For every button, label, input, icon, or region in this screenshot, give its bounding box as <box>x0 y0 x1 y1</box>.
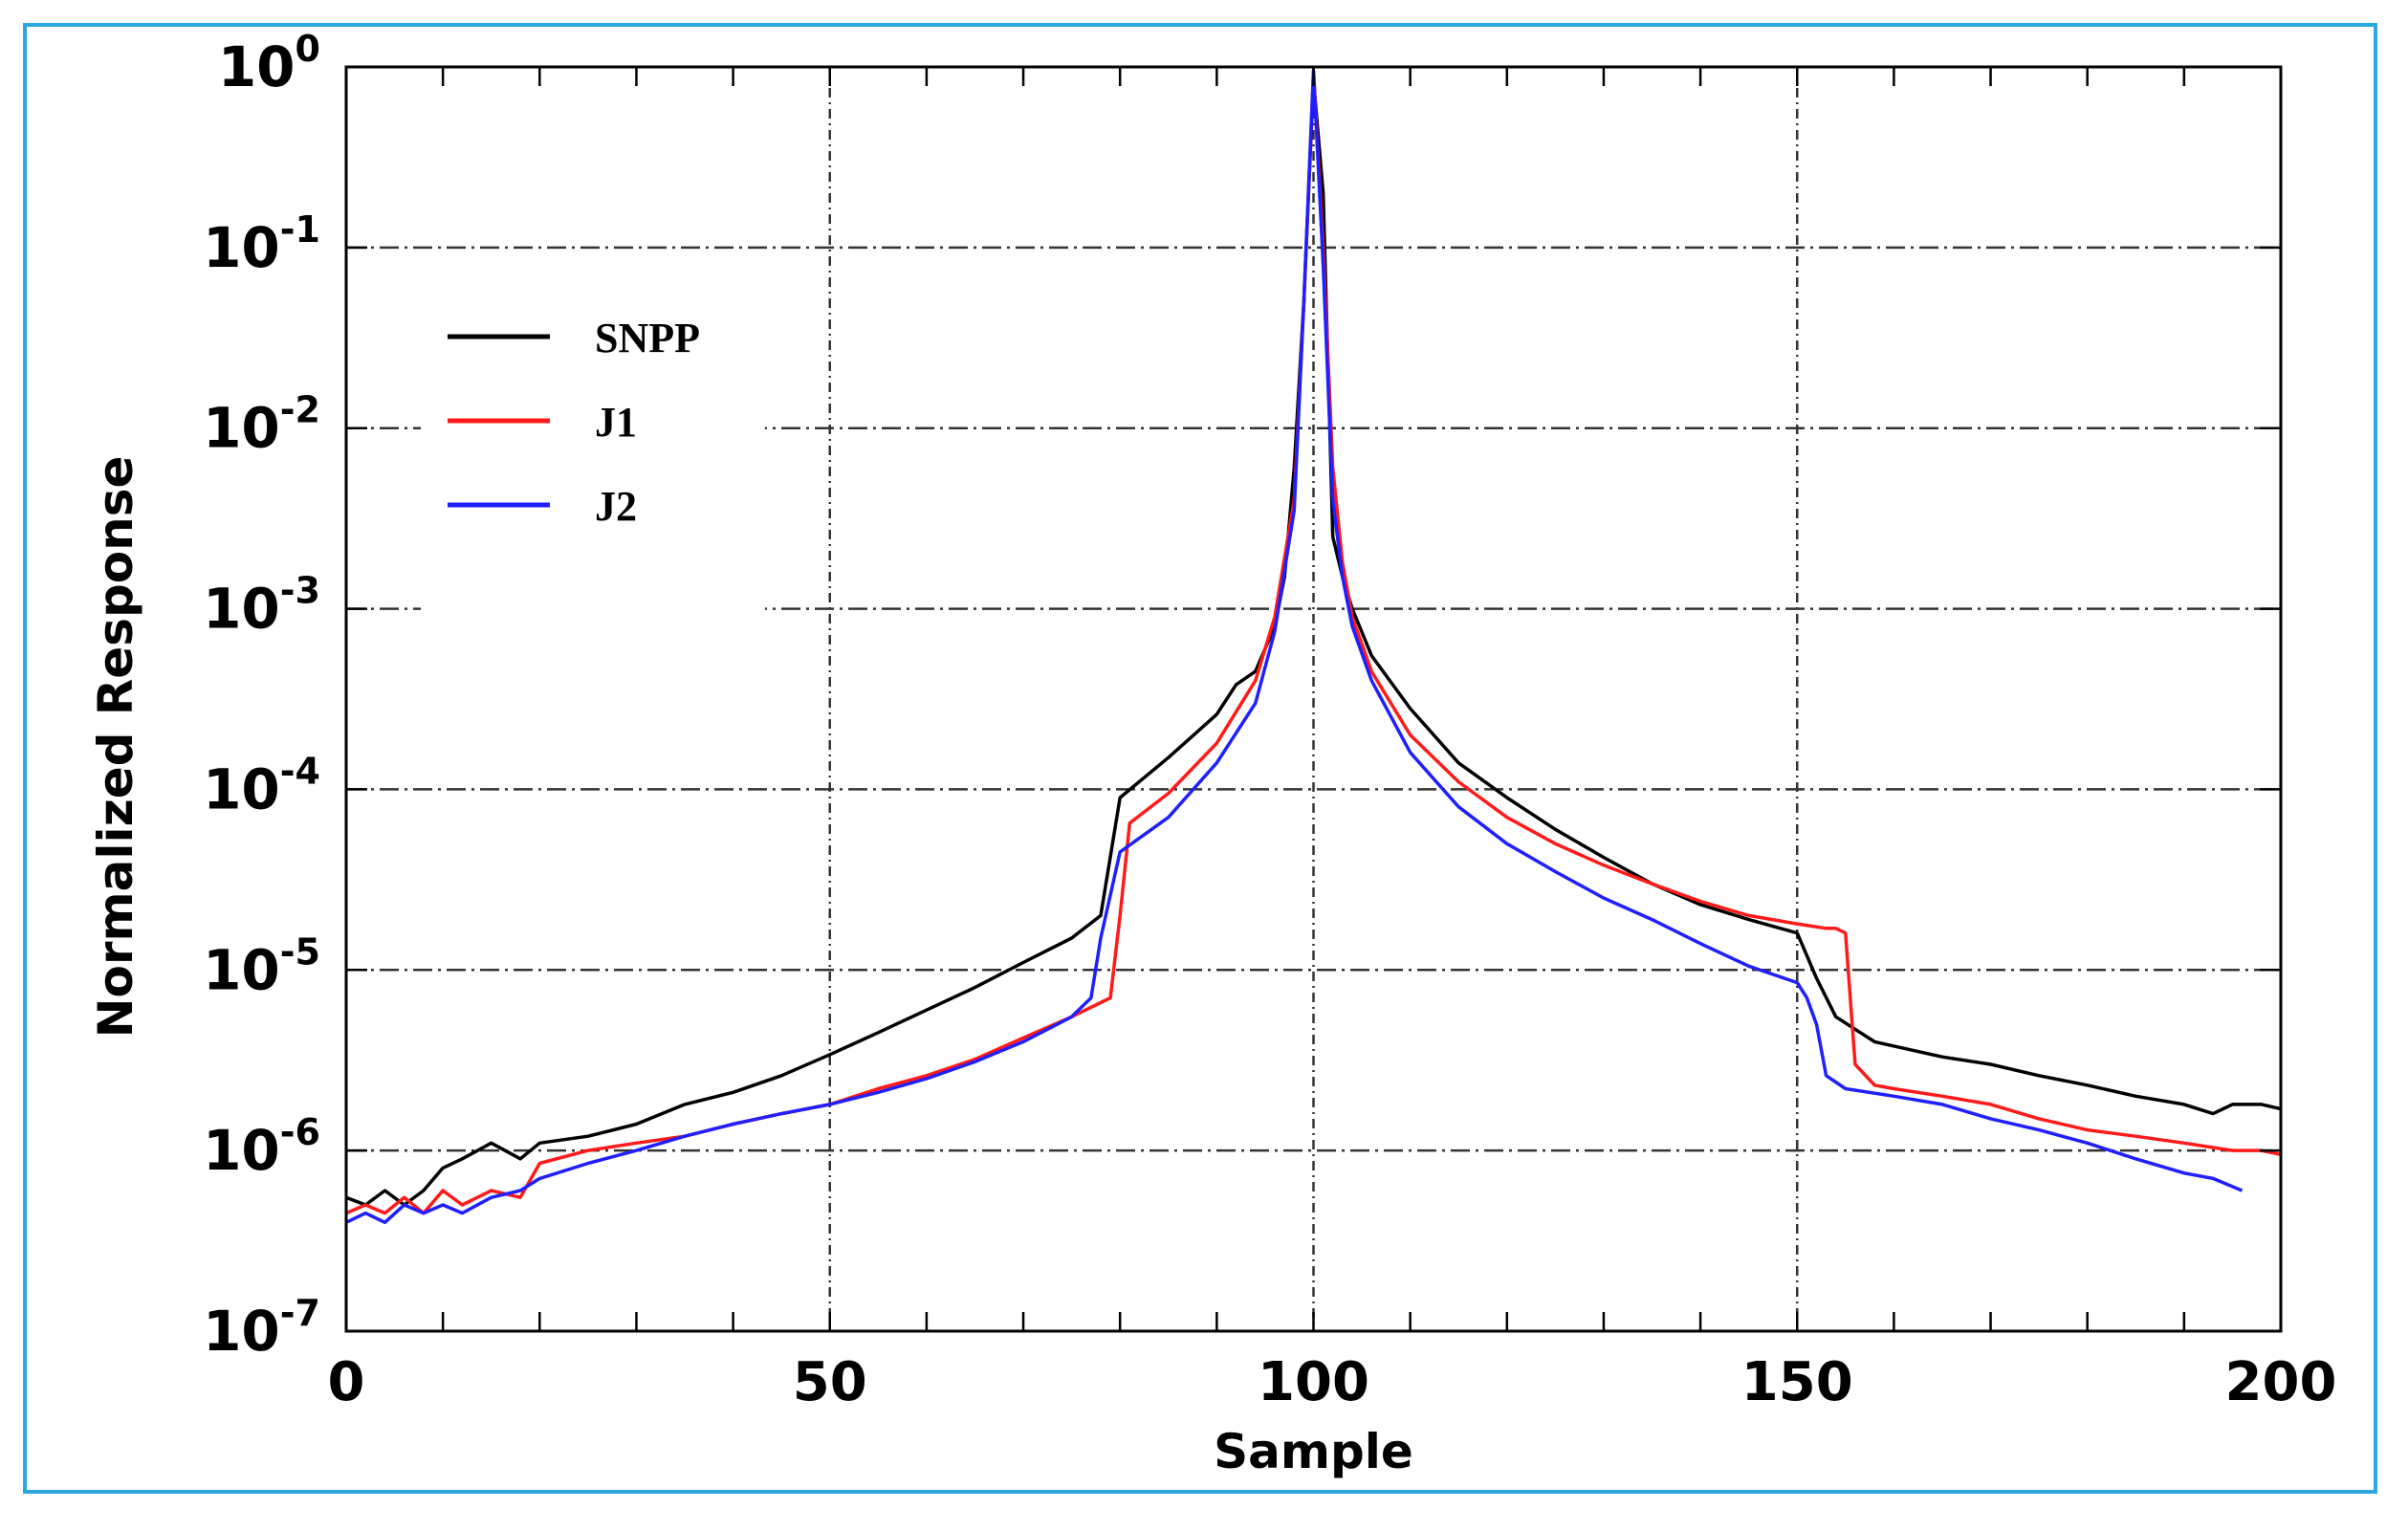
y-tick-exponent: -7 <box>280 1292 320 1334</box>
y-tick-base: 10 <box>203 396 280 461</box>
y-tick-label: 100 <box>218 28 320 99</box>
legend-background <box>421 273 765 617</box>
x-axis-title: Sample <box>1214 1424 1413 1479</box>
y-tick-base: 10 <box>203 1299 280 1364</box>
y-tick-exponent: -6 <box>280 1111 320 1153</box>
y-axis-title: Normalized Response <box>88 456 143 1039</box>
x-tick-label: 0 <box>328 1351 365 1413</box>
legend: SNPP J1 J2 <box>448 315 700 530</box>
x-tick-label: 150 <box>1741 1351 1853 1413</box>
y-tick-exponent: 0 <box>296 28 320 70</box>
y-tick-exponent: -5 <box>280 930 320 973</box>
y-tick-exponent: -4 <box>280 750 320 792</box>
y-tick-label: 10-6 <box>203 1111 320 1183</box>
y-tick-label: 10-3 <box>203 570 320 642</box>
y-tick-exponent: -1 <box>280 208 320 251</box>
y-tick-label: 10-5 <box>203 930 320 1002</box>
y-tick-exponent: -3 <box>280 570 320 612</box>
x-tick-label: 200 <box>2225 1351 2337 1413</box>
y-tick-base: 10 <box>203 577 280 642</box>
x-tick-label: 100 <box>1258 1351 1369 1413</box>
y-tick-base: 10 <box>218 34 296 99</box>
series-line-j2 <box>345 69 2244 1225</box>
legend-box <box>421 273 765 617</box>
y-tick-label: 10-2 <box>203 389 320 461</box>
x-tick-labels: 0 50 100 150 200 <box>328 1351 2337 1413</box>
y-tick-label: 10-4 <box>203 750 320 821</box>
series-lines <box>345 69 2282 1225</box>
y-tick-base: 10 <box>203 756 280 821</box>
y-tick-base: 10 <box>203 1118 280 1183</box>
legend-label-snpp: SNPP <box>595 315 700 361</box>
y-tick-base: 10 <box>203 215 280 280</box>
legend-label-j1: J1 <box>595 399 637 446</box>
y-tick-label: 10-7 <box>203 1292 320 1364</box>
legend-label-j2: J2 <box>595 483 637 530</box>
y-tick-base: 10 <box>203 937 280 1002</box>
grid-lines <box>346 67 2281 1331</box>
y-tick-label: 10-1 <box>203 208 320 280</box>
y-tick-exponent: -2 <box>280 389 320 431</box>
axis-ticks <box>344 65 2283 1333</box>
x-tick-label: 50 <box>793 1351 867 1413</box>
